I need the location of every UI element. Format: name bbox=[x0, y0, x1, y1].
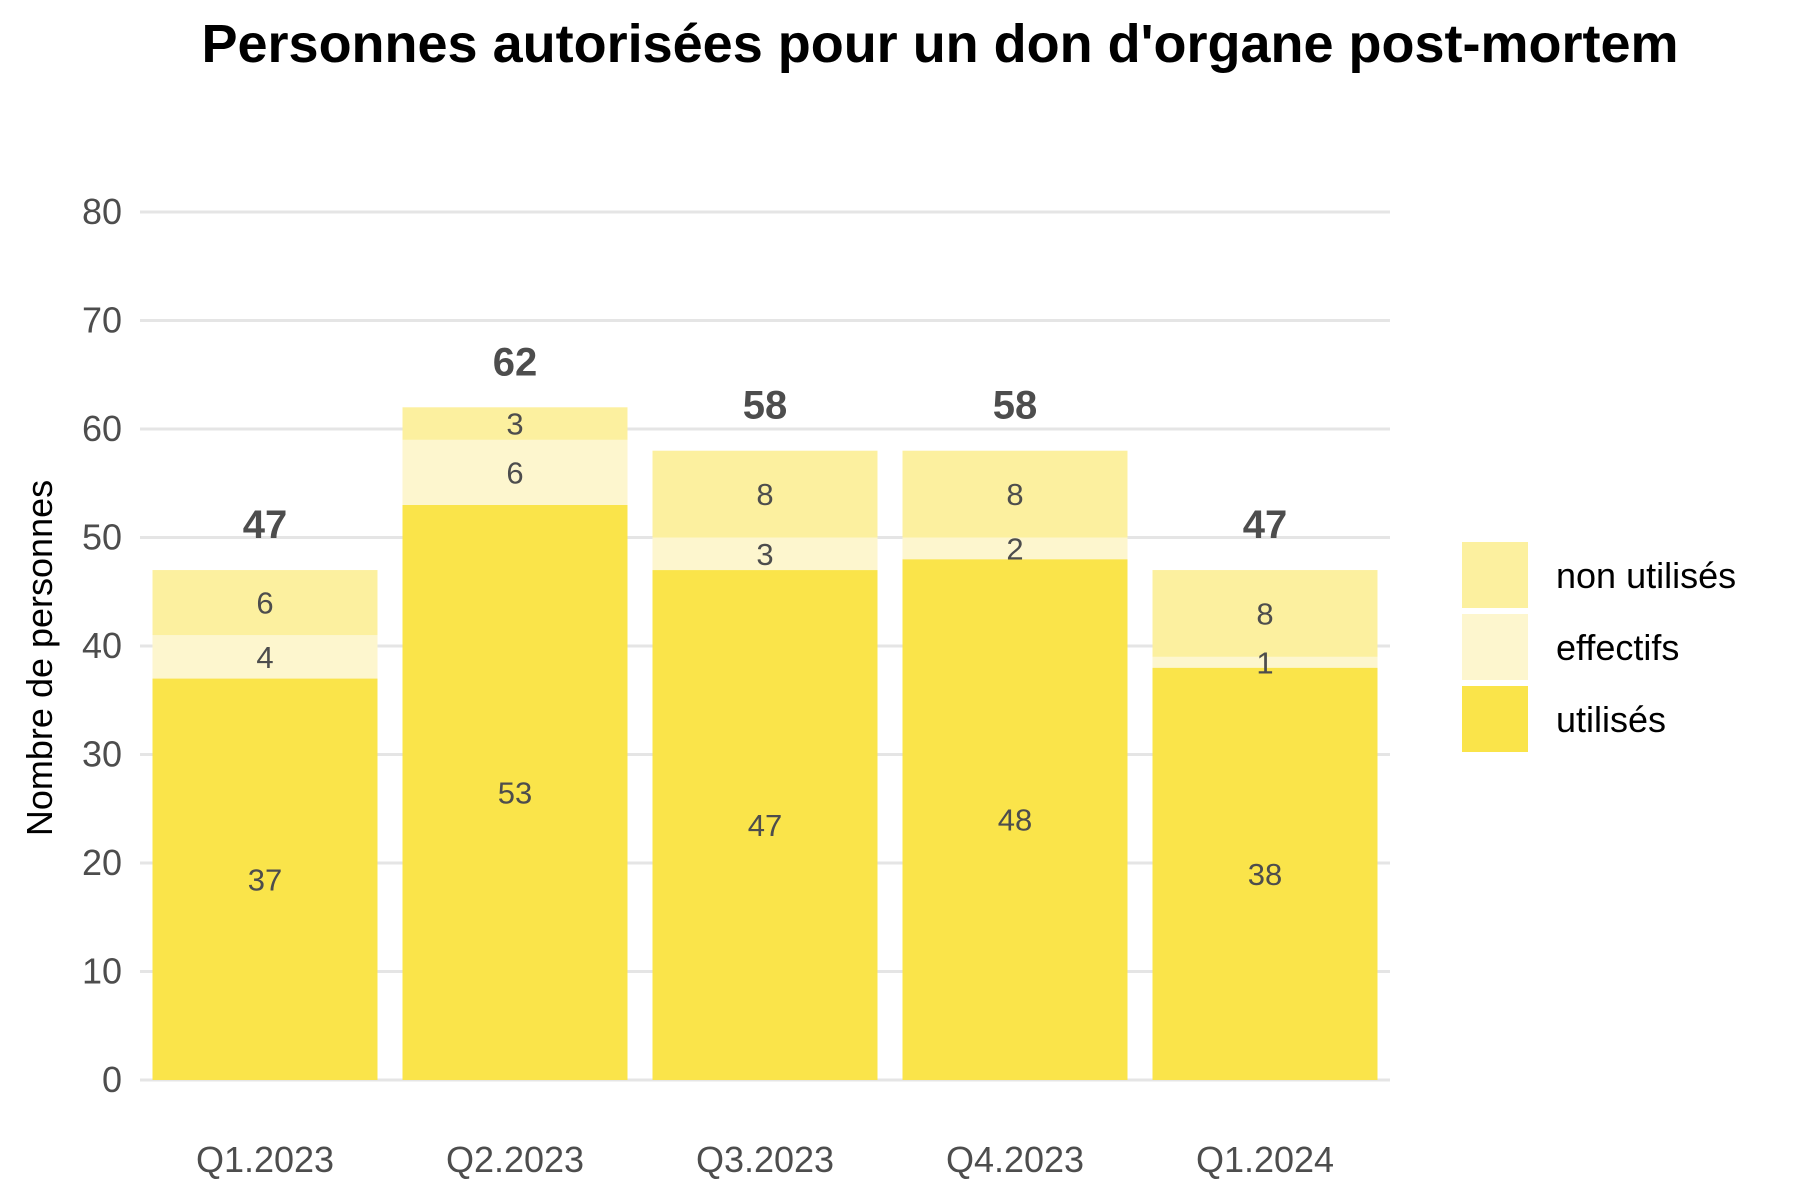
y-tick-label: 70 bbox=[82, 300, 122, 341]
bar-value-label: 4 bbox=[256, 640, 273, 675]
y-tick-label: 40 bbox=[82, 625, 122, 666]
x-tick-label: Q3.2023 bbox=[696, 1139, 834, 1180]
bar-segment bbox=[402, 504, 628, 1080]
bar-segment bbox=[1152, 656, 1378, 668]
y-tick-label: 50 bbox=[82, 517, 122, 558]
y-tick-label: 30 bbox=[82, 734, 122, 775]
bar-value-label: 53 bbox=[498, 775, 532, 810]
bar-value-label: 8 bbox=[756, 477, 773, 512]
bar-total-label: 58 bbox=[993, 384, 1038, 428]
bar-segment bbox=[652, 537, 878, 571]
bar-value-label: 6 bbox=[256, 586, 273, 621]
legend-key bbox=[1462, 614, 1528, 680]
bar-segment bbox=[152, 678, 378, 1080]
x-tick-label: Q2.2023 bbox=[446, 1139, 584, 1180]
bar-value-label: 3 bbox=[506, 407, 523, 442]
bar-total-label: 47 bbox=[1243, 503, 1288, 547]
bar-value-label: 2 bbox=[1006, 531, 1023, 566]
bar-value-label: 38 bbox=[1248, 857, 1282, 892]
bars bbox=[152, 407, 1378, 1080]
bar-segment bbox=[902, 537, 1128, 560]
bar-segment bbox=[152, 635, 378, 679]
legend-key bbox=[1462, 686, 1528, 752]
bar-segment bbox=[652, 570, 878, 1080]
bar-segment bbox=[1152, 570, 1378, 657]
bar-value-label: 47 bbox=[748, 808, 782, 843]
bar-segment bbox=[402, 407, 628, 440]
y-tick-label: 20 bbox=[82, 842, 122, 883]
x-tick-label: Q4.2023 bbox=[946, 1139, 1084, 1180]
y-tick-label: 10 bbox=[82, 951, 122, 992]
bar-value-label: 3 bbox=[756, 537, 773, 572]
legend-key bbox=[1462, 542, 1528, 608]
bar-total-label: 47 bbox=[243, 503, 288, 547]
bar-value-label: 6 bbox=[506, 455, 523, 490]
axis-ticks: 0 10 20 30 40 50 60 70 80 Q1.2023 Q2.2023 Q3.2023 Q4… bbox=[82, 191, 1334, 1180]
x-tick-label: Q1.2024 bbox=[1196, 1139, 1334, 1180]
bar-segment bbox=[902, 559, 1128, 1080]
bar-total-label: 58 bbox=[743, 384, 788, 428]
bar-value-label: 8 bbox=[1256, 596, 1273, 631]
legend: non utilisés effectifs utilisés bbox=[1462, 542, 1736, 752]
bar-segment bbox=[652, 450, 878, 538]
y-tick-label: 60 bbox=[82, 408, 122, 449]
bar-segment bbox=[902, 450, 1128, 538]
bar-value-label: 1 bbox=[1256, 645, 1273, 680]
bar-value-label: 48 bbox=[998, 803, 1032, 838]
bar-value-label: 8 bbox=[1006, 477, 1023, 512]
bar-segment bbox=[402, 439, 628, 505]
legend-label: utilisés bbox=[1556, 699, 1666, 740]
bar-value-label: 37 bbox=[248, 862, 282, 897]
y-axis-label: Nombre de personnes bbox=[19, 480, 60, 836]
x-tick-label: Q1.2023 bbox=[196, 1139, 334, 1180]
bar-total-label: 62 bbox=[493, 340, 538, 384]
legend-label: non utilisés bbox=[1556, 555, 1736, 596]
y-tick-label: 0 bbox=[102, 1059, 122, 1100]
bar-segment bbox=[152, 570, 378, 636]
y-tick-label: 80 bbox=[82, 191, 122, 232]
legend-label: effectifs bbox=[1556, 627, 1679, 668]
bar-segment bbox=[1152, 667, 1378, 1080]
chart-title: Personnes autorisées pour un don d'organ… bbox=[201, 14, 1678, 74]
